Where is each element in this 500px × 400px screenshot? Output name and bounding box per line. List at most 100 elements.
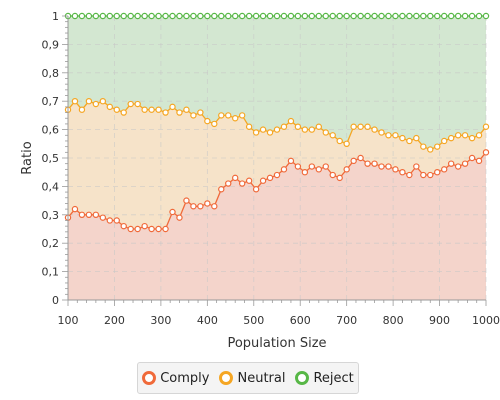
legend-label-neutral: Neutral bbox=[237, 370, 286, 386]
point-neutral bbox=[204, 117, 211, 125]
point-reject bbox=[392, 12, 399, 20]
point-comply bbox=[225, 180, 232, 187]
point-neutral bbox=[308, 126, 316, 133]
y-tick-label: 0,9 bbox=[42, 38, 60, 51]
point-comply bbox=[273, 171, 281, 179]
point-neutral bbox=[329, 132, 336, 139]
point-reject bbox=[259, 12, 267, 20]
point-reject bbox=[441, 12, 448, 20]
point-neutral bbox=[468, 134, 476, 142]
legend-marker-neutral bbox=[219, 371, 234, 385]
point-neutral bbox=[225, 112, 232, 119]
point-comply bbox=[294, 163, 302, 170]
y-tick-label: 0 bbox=[52, 294, 59, 307]
point-neutral bbox=[280, 123, 288, 130]
point-reject bbox=[447, 12, 455, 20]
point-neutral bbox=[266, 129, 274, 136]
point-comply bbox=[78, 211, 86, 218]
point-reject bbox=[99, 12, 107, 20]
point-comply bbox=[238, 180, 246, 187]
point-comply bbox=[127, 225, 134, 233]
point-comply bbox=[461, 160, 469, 167]
point-reject bbox=[211, 12, 218, 20]
point-reject bbox=[336, 12, 343, 20]
point-reject bbox=[204, 12, 211, 20]
legend-item-neutral[interactable]: Neutral bbox=[219, 371, 285, 386]
point-comply bbox=[447, 160, 455, 167]
legend-item-comply[interactable]: Comply bbox=[142, 371, 209, 386]
legend-label-comply: Comply bbox=[160, 370, 210, 386]
x-tick-label: 1000 bbox=[472, 314, 500, 327]
point-comply bbox=[329, 171, 336, 179]
point-comply bbox=[336, 174, 343, 182]
point-neutral bbox=[148, 106, 155, 113]
point-comply bbox=[148, 225, 155, 233]
point-neutral bbox=[441, 137, 448, 145]
y-tick-label: 0,6 bbox=[42, 124, 60, 137]
legend-item-reject[interactable]: Reject bbox=[295, 370, 354, 386]
point-comply bbox=[454, 163, 462, 170]
point-reject bbox=[127, 12, 134, 20]
point-comply bbox=[350, 157, 357, 165]
point-neutral bbox=[406, 137, 413, 145]
point-reject bbox=[92, 12, 100, 20]
point-neutral bbox=[371, 126, 378, 133]
point-neutral bbox=[420, 143, 427, 150]
point-comply bbox=[106, 217, 114, 224]
point-reject bbox=[482, 12, 490, 20]
point-comply bbox=[315, 166, 322, 173]
point-neutral bbox=[273, 126, 281, 133]
point-reject bbox=[238, 12, 246, 20]
point-neutral bbox=[169, 103, 176, 111]
x-tick-label: 300 bbox=[150, 314, 171, 327]
y-tick-label: 0,8 bbox=[42, 67, 60, 80]
point-neutral bbox=[315, 123, 322, 130]
point-comply bbox=[280, 166, 288, 173]
point-neutral bbox=[218, 112, 225, 119]
point-reject bbox=[148, 12, 155, 20]
x-tick-label: 100 bbox=[58, 314, 79, 327]
y-tick-label: 0,1 bbox=[42, 266, 60, 279]
point-neutral bbox=[120, 109, 127, 116]
point-reject bbox=[413, 12, 420, 20]
point-neutral bbox=[364, 123, 371, 130]
point-reject bbox=[280, 12, 288, 20]
point-reject bbox=[78, 12, 86, 20]
point-neutral bbox=[162, 109, 169, 116]
point-comply bbox=[427, 171, 434, 179]
point-neutral bbox=[183, 106, 190, 113]
legend-marker-reject bbox=[295, 371, 310, 385]
x-axis-title: Population Size bbox=[227, 336, 326, 351]
point-neutral bbox=[427, 146, 434, 153]
area-reject bbox=[68, 16, 486, 150]
legend-label-reject: Reject bbox=[313, 370, 354, 386]
point-comply bbox=[413, 163, 420, 170]
point-comply bbox=[475, 157, 483, 165]
point-neutral bbox=[385, 132, 392, 139]
point-reject bbox=[162, 12, 169, 20]
point-comply bbox=[482, 149, 490, 156]
y-tick-label: 0,4 bbox=[42, 180, 60, 193]
point-neutral bbox=[134, 100, 141, 108]
point-neutral bbox=[482, 123, 490, 130]
point-reject bbox=[329, 12, 336, 20]
point-neutral bbox=[106, 103, 114, 111]
y-tick-label: 0,7 bbox=[42, 95, 60, 108]
point-neutral bbox=[434, 143, 441, 150]
point-reject bbox=[420, 12, 427, 20]
point-comply bbox=[301, 168, 309, 176]
point-comply bbox=[357, 154, 364, 162]
point-neutral bbox=[71, 97, 79, 105]
point-neutral bbox=[245, 123, 253, 130]
x-tick-labels: 100 200 300 400 500 600 700 800 900 1000 bbox=[58, 314, 500, 327]
point-neutral bbox=[378, 129, 385, 136]
point-neutral bbox=[190, 112, 197, 119]
point-neutral bbox=[287, 117, 295, 125]
point-reject bbox=[378, 12, 385, 20]
x-tick-label: 900 bbox=[429, 314, 450, 327]
point-reject bbox=[371, 12, 378, 20]
point-comply bbox=[155, 225, 162, 233]
point-neutral bbox=[350, 123, 357, 130]
point-reject bbox=[399, 12, 406, 20]
